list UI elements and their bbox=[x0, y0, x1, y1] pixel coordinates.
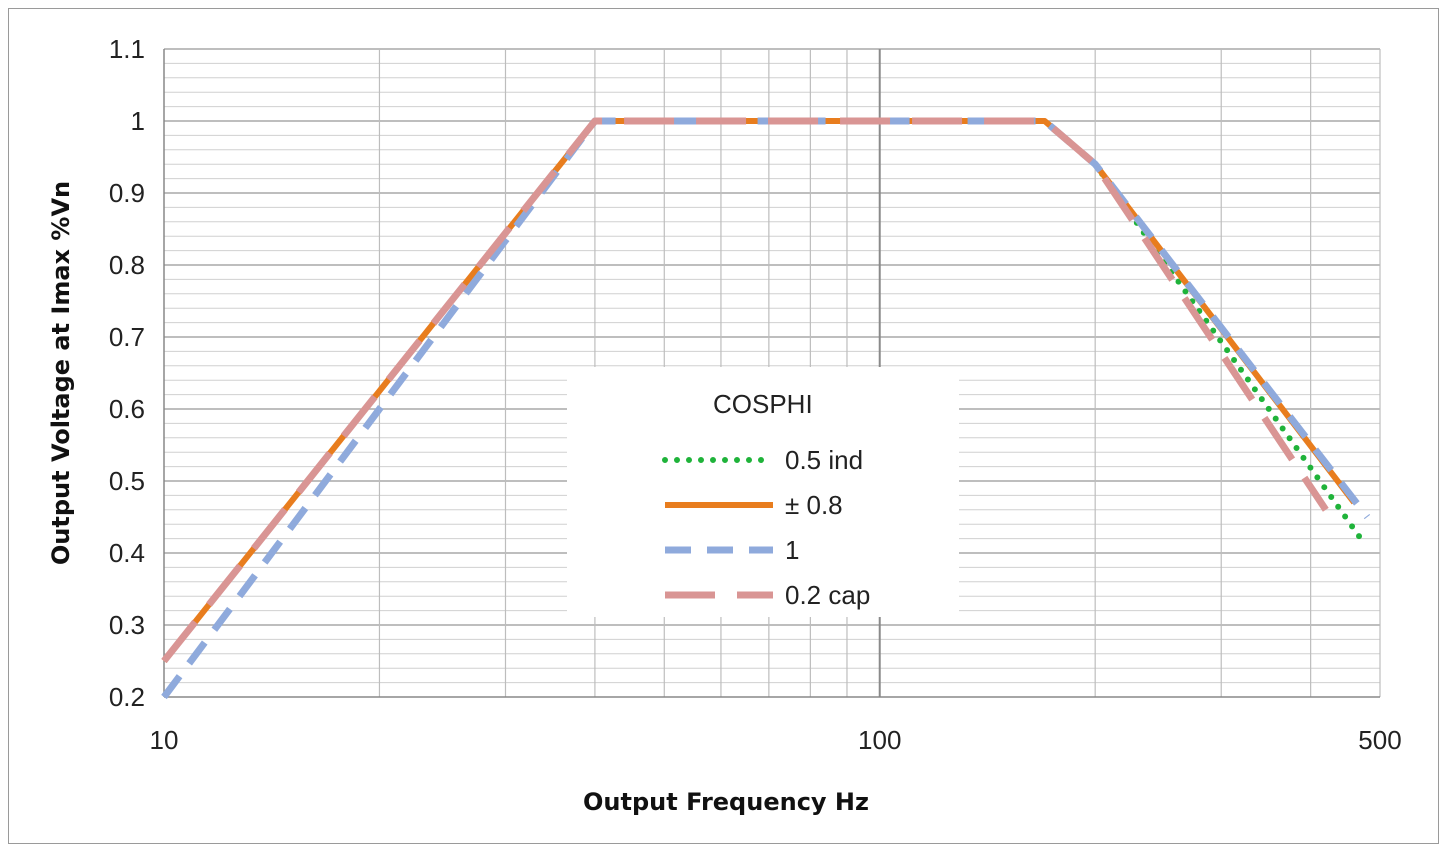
series-layer bbox=[161, 117, 1371, 700]
legend-items: 0.5 ind ± 0.8 1 0.2 cap bbox=[662, 445, 870, 610]
legend-label-3: 0.2 cap bbox=[785, 580, 870, 610]
x-tick-label: 100 bbox=[858, 725, 901, 755]
y-axis-title: Output Voltage at Imax %Vn bbox=[47, 181, 75, 565]
y-tick-label: 0.4 bbox=[109, 538, 145, 568]
y-tick-label: 1 bbox=[131, 106, 145, 136]
y-tick-label: 0.6 bbox=[109, 394, 145, 424]
x-tick-labels: 10 100 500 bbox=[150, 725, 1402, 755]
y-tick-label: 0.7 bbox=[109, 322, 145, 352]
y-tick-label: 1.1 bbox=[109, 34, 145, 64]
legend-label-2: 1 bbox=[785, 535, 799, 565]
chart-svg: 0.2 0.3 0.4 0.5 0.6 0.7 0.8 0.9 1 1.1 10 100 500 CO… bbox=[47, 34, 1402, 816]
x-axis-title: Output Frequency Hz bbox=[583, 788, 869, 816]
series-line-0 bbox=[1092, 161, 1364, 542]
y-tick-label: 0.3 bbox=[109, 610, 145, 640]
legend: COSPHI 0.5 ind ± 0.8 1 0.2 cap bbox=[567, 367, 959, 617]
legend-label-0: 0.5 ind bbox=[785, 445, 863, 475]
legend-box bbox=[567, 367, 959, 617]
legend-title: COSPHI bbox=[713, 389, 813, 419]
x-tick-label: 500 bbox=[1358, 725, 1401, 755]
axes bbox=[163, 49, 1380, 698]
y-tick-label: 0.8 bbox=[109, 250, 145, 280]
y-tick-label: 0.9 bbox=[109, 178, 145, 208]
legend-label-1: ± 0.8 bbox=[785, 490, 843, 520]
y-tick-label: 0.5 bbox=[109, 466, 145, 496]
series-line-2 bbox=[161, 117, 1371, 700]
chart-frame: 0.2 0.3 0.4 0.5 0.6 0.7 0.8 0.9 1 1.1 10 100 500 CO… bbox=[8, 8, 1439, 844]
series-line-3 bbox=[161, 117, 1329, 664]
y-tick-label: 0.2 bbox=[109, 682, 145, 712]
y-tick-labels: 0.2 0.3 0.4 0.5 0.6 0.7 0.8 0.9 1 1.1 bbox=[109, 34, 145, 712]
x-tick-label: 10 bbox=[150, 725, 179, 755]
